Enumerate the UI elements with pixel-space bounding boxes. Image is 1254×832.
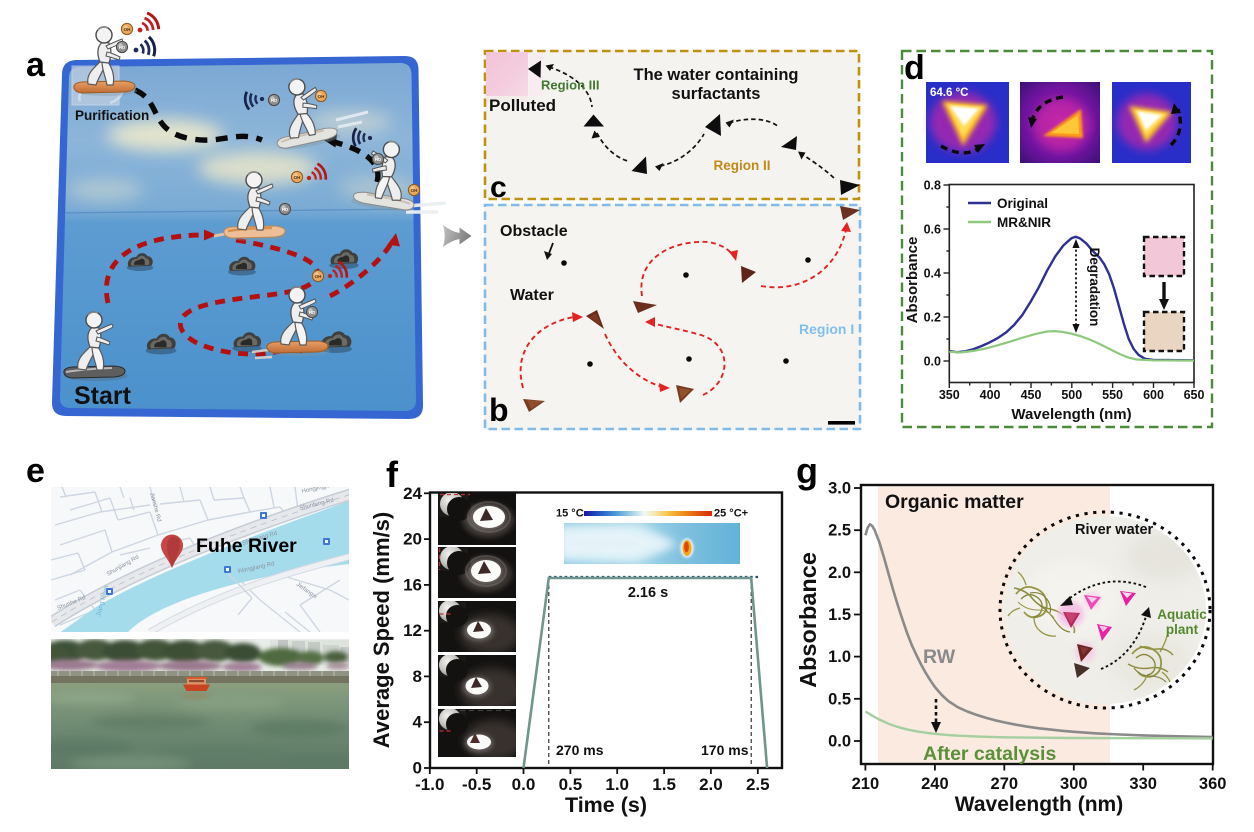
svg-text:25 °C+: 25 °C+ bbox=[714, 508, 748, 520]
svg-text:300: 300 bbox=[1060, 775, 1088, 793]
svg-text:20: 20 bbox=[403, 530, 422, 549]
svg-text:4: 4 bbox=[413, 713, 423, 732]
svg-text:1.0: 1.0 bbox=[828, 648, 851, 666]
svg-text:270: 270 bbox=[991, 775, 1019, 793]
svg-text:Start: Start bbox=[74, 382, 132, 410]
svg-text:270 ms: 270 ms bbox=[556, 742, 604, 758]
svg-text:Absorbance: Absorbance bbox=[795, 552, 821, 688]
svg-text:0.8: 0.8 bbox=[924, 179, 941, 193]
svg-text:b: b bbox=[489, 392, 509, 428]
svg-text:2.0: 2.0 bbox=[828, 564, 851, 582]
svg-text:64.6 °C: 64.6 °C bbox=[930, 87, 968, 99]
svg-text:2.5: 2.5 bbox=[828, 522, 851, 540]
svg-text:Wavelength (nm): Wavelength (nm) bbox=[955, 793, 1123, 816]
svg-text:Absorbance: Absorbance bbox=[904, 237, 921, 324]
svg-text:0.6: 0.6 bbox=[924, 223, 941, 237]
svg-text:0.0: 0.0 bbox=[924, 355, 941, 369]
svg-text:8: 8 bbox=[413, 667, 422, 686]
svg-text:Average Speed (mm/s): Average Speed (mm/s) bbox=[369, 512, 394, 748]
svg-text:RW: RW bbox=[923, 646, 956, 668]
svg-text:Organic matter: Organic matter bbox=[885, 491, 1024, 513]
svg-text:240: 240 bbox=[921, 775, 949, 793]
svg-text:360: 360 bbox=[1199, 775, 1227, 793]
svg-text:16: 16 bbox=[403, 575, 422, 594]
svg-text:Hongjingjiang: Hongjingjiang bbox=[301, 482, 338, 495]
svg-text:f: f bbox=[386, 454, 399, 495]
svg-text:550: 550 bbox=[1102, 388, 1123, 402]
svg-text:a: a bbox=[26, 46, 46, 84]
svg-text:Region II: Region II bbox=[714, 158, 771, 173]
svg-text:1.5: 1.5 bbox=[828, 606, 851, 624]
svg-text:Original: Original bbox=[997, 196, 1048, 211]
svg-text:d: d bbox=[904, 49, 925, 87]
svg-text:Purification: Purification bbox=[75, 108, 149, 123]
svg-text:210: 210 bbox=[852, 775, 880, 793]
svg-text:plant: plant bbox=[1166, 622, 1199, 637]
svg-text:Fuhe River: Fuhe River bbox=[196, 535, 297, 557]
svg-text:350: 350 bbox=[939, 388, 960, 402]
svg-text:MR&NIR: MR&NIR bbox=[997, 215, 1051, 230]
svg-text:g: g bbox=[796, 450, 818, 491]
svg-text:surfactants: surfactants bbox=[672, 85, 761, 103]
svg-text:1.0: 1.0 bbox=[605, 775, 629, 794]
svg-text:3.0: 3.0 bbox=[828, 480, 851, 498]
svg-text:400: 400 bbox=[980, 388, 1001, 402]
svg-text:0.5: 0.5 bbox=[828, 690, 851, 708]
svg-text:330: 330 bbox=[1129, 775, 1157, 793]
svg-text:The water containing: The water containing bbox=[633, 66, 798, 84]
svg-text:12: 12 bbox=[403, 621, 422, 640]
svg-text:Wavelength (nm): Wavelength (nm) bbox=[1011, 406, 1131, 423]
svg-text:Water: Water bbox=[510, 287, 554, 304]
svg-text:2.5: 2.5 bbox=[746, 775, 770, 794]
svg-text:River water: River water bbox=[1075, 522, 1154, 538]
svg-text:Region III: Region III bbox=[541, 78, 600, 93]
svg-text:After catalysis: After catalysis bbox=[923, 743, 1056, 765]
svg-text:Region I: Region I bbox=[799, 321, 854, 337]
svg-text:2.16 s: 2.16 s bbox=[628, 585, 668, 601]
svg-text:0.5: 0.5 bbox=[559, 775, 583, 794]
svg-text:1.5: 1.5 bbox=[652, 775, 676, 794]
svg-text:c: c bbox=[490, 171, 507, 204]
svg-text:650: 650 bbox=[1184, 388, 1205, 402]
svg-text:e: e bbox=[26, 452, 45, 490]
svg-text:Polluted: Polluted bbox=[489, 96, 556, 115]
svg-text:-1.0: -1.0 bbox=[415, 775, 444, 794]
svg-text:0.0: 0.0 bbox=[512, 775, 536, 794]
svg-text:170 ms: 170 ms bbox=[701, 742, 749, 758]
svg-text:600: 600 bbox=[1143, 388, 1164, 402]
svg-text:24: 24 bbox=[403, 484, 422, 503]
svg-text:Obstacle: Obstacle bbox=[500, 223, 568, 240]
svg-text:500: 500 bbox=[1061, 388, 1082, 402]
svg-text:Aquatic: Aquatic bbox=[1157, 607, 1207, 622]
svg-text:0.0: 0.0 bbox=[828, 733, 851, 751]
svg-text:0: 0 bbox=[413, 759, 422, 778]
svg-text:0.4: 0.4 bbox=[924, 267, 941, 281]
svg-text:450: 450 bbox=[1021, 388, 1042, 402]
svg-text:Time (s): Time (s) bbox=[565, 793, 647, 817]
svg-text:2.0: 2.0 bbox=[699, 775, 723, 794]
svg-text:Degradation: Degradation bbox=[1087, 248, 1102, 327]
svg-text:15 °C: 15 °C bbox=[556, 508, 584, 520]
svg-text:-0.5: -0.5 bbox=[462, 775, 491, 794]
svg-text:0.2: 0.2 bbox=[924, 311, 941, 325]
